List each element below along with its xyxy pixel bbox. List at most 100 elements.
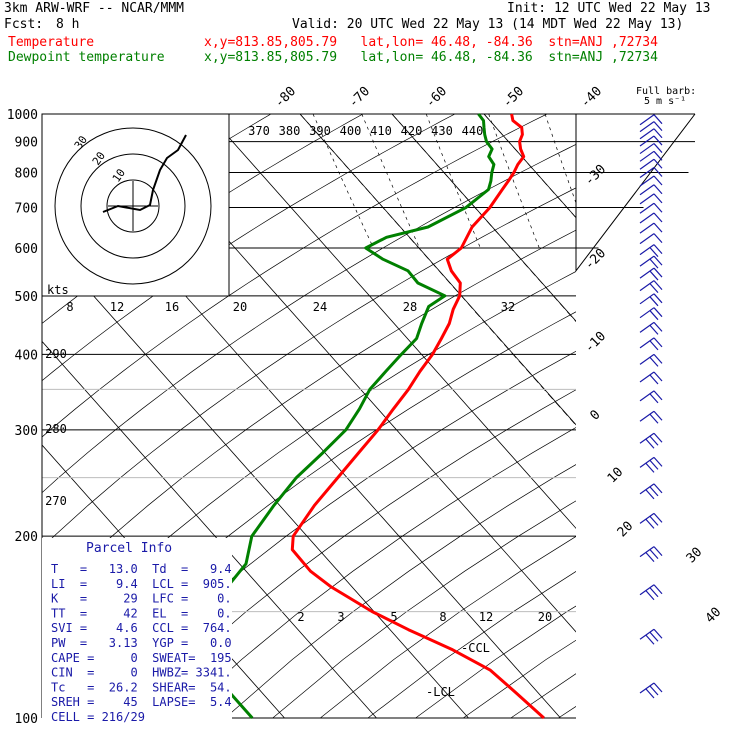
ccl-label: -CCL <box>461 641 490 655</box>
isotherm-tick-label: -50 <box>500 84 527 111</box>
wind-barb <box>639 267 663 281</box>
dry-adiabat <box>42 229 576 603</box>
isotherm-line <box>42 237 469 719</box>
hodograph-ring-label: 20 <box>90 149 108 167</box>
wind-barb <box>639 390 663 404</box>
wind-barb <box>639 143 663 155</box>
isotherm-tick-label: 10 <box>605 465 627 487</box>
isotherm-tick-label: -10 <box>582 329 609 356</box>
dry-adiabat <box>510 673 576 719</box>
mixing-ratio-label: 5 <box>390 610 397 624</box>
wind-barb <box>639 321 663 335</box>
wind-barb <box>639 184 663 196</box>
dry-adiabat <box>272 500 576 719</box>
isotherm-tick-label: -70 <box>346 84 373 111</box>
theta-label: 370 <box>248 124 270 138</box>
dry-adiabat <box>177 427 576 719</box>
dry-adiabat <box>320 536 576 719</box>
wind-barb <box>639 158 663 170</box>
wind-barb <box>639 546 663 563</box>
wind-barb <box>639 175 663 187</box>
profile-lines <box>206 113 545 720</box>
dry-adiabat <box>42 271 576 657</box>
hodograph-ring <box>54 127 212 285</box>
dry-adiabat <box>224 464 576 719</box>
theta-label: 270 <box>45 494 67 508</box>
temperature-legend: Temperature <box>8 35 95 50</box>
wind-barb <box>639 410 663 424</box>
lcl-label: -LCL <box>426 685 455 699</box>
isotherm-tick-label: 40 <box>703 605 725 627</box>
isotherm-line <box>299 114 576 426</box>
wind-barb <box>639 255 663 269</box>
speed-tick-label: 12 <box>110 300 124 314</box>
isotherm-tick-label: 30 <box>684 545 706 567</box>
dry-adiabat <box>81 350 576 719</box>
model-title: 3km ARW-WRF -- NCAR/MMM <box>4 1 185 16</box>
parcel-info-row: PW = 3.13 YGP = 0.0 <box>51 636 232 650</box>
parcel-info-row: LI = 9.4 LCL = 905. <box>51 577 232 591</box>
wind-barb <box>639 135 663 147</box>
mixing-ratio-line <box>425 114 481 249</box>
mixing-ratio-label: 2 <box>297 610 304 624</box>
dewpoint-legend: Dewpoint temperature <box>8 50 165 65</box>
parcel-info-title: Parcel Info <box>86 541 172 556</box>
mixing-ratio-label: 3 <box>337 610 344 624</box>
wind-barb <box>639 202 663 214</box>
parcel-info-box: Parcel Info T = 13.0 Td = 9.4LI = 9.4 LCL… <box>42 538 232 730</box>
speed-tick-label: 28 <box>403 300 417 314</box>
mixing-ratio-label: 8 <box>439 610 446 624</box>
dry-adiabat <box>42 143 576 494</box>
isotherm-tick-label: -60 <box>423 84 450 111</box>
wind-barb <box>639 167 663 178</box>
speed-tick-label: 8 <box>66 300 73 314</box>
speed-tick-label: 20 <box>233 300 247 314</box>
isotherm-line <box>483 114 576 219</box>
wind-barb <box>639 280 663 294</box>
dry-adiabat <box>42 311 576 711</box>
right-axis <box>575 113 696 273</box>
temperature-location: x,y=813.85,805.79 lat,lon= 46.48, -84.36… <box>204 35 658 50</box>
init-time: Init: 12 UTC Wed 22 May 13 <box>507 1 711 16</box>
dry-adiabat <box>415 605 576 719</box>
mixing-ratio-line <box>488 114 540 249</box>
isotherm-line <box>207 114 576 529</box>
theta-label: 420 <box>401 124 423 138</box>
dry-adiabat <box>42 187 576 549</box>
wind-barb <box>639 682 663 699</box>
wind-barb <box>639 233 663 245</box>
isotherm-line <box>668 114 740 718</box>
pressure-tick-label: 800 <box>15 167 38 182</box>
wind-barb <box>639 150 663 162</box>
wind-barb <box>639 114 663 126</box>
wind-barb <box>639 244 663 258</box>
pressure-tick-label: 200 <box>15 530 38 545</box>
moist-adiabat <box>668 114 740 536</box>
parcel-info-row: TT = 42 EL = 0. <box>51 606 232 620</box>
wind-barb <box>639 222 663 234</box>
isotherm-line <box>42 340 377 719</box>
wind-barb <box>639 337 663 351</box>
wind-barb <box>639 212 663 224</box>
moist-adiabat <box>391 114 576 323</box>
barb-legend-title: Full barb: <box>636 86 696 97</box>
speed-tick-label: 32 <box>501 300 515 314</box>
pressure-tick-label: 1000 <box>7 108 38 123</box>
wind-barb <box>639 483 663 500</box>
wind-barb <box>639 193 663 205</box>
parcel-info-row: SREH = 45 LAPSE= 5.4 <box>51 695 232 709</box>
isotherm-tick-label: 20 <box>615 519 637 541</box>
pressure-tick-label: 400 <box>15 348 38 363</box>
parcel-info-row: T = 13.0 Td = 9.4 <box>51 562 232 576</box>
theta-label: 290 <box>45 347 67 361</box>
isotherm-tick-label: -30 <box>582 162 609 189</box>
temperature-line <box>290 113 545 720</box>
dewpoint-location: x,y=813.85,805.79 lat,lon= 46.48, -84.36… <box>204 50 658 65</box>
theta-label: 390 <box>309 124 331 138</box>
moist-adiabat <box>483 114 576 219</box>
wind-barb <box>639 628 663 645</box>
theta-label: 410 <box>370 124 392 138</box>
parcel-info-row: CAPE = 0 SWEAT= 195 <box>51 651 232 665</box>
wind-barb <box>639 121 663 133</box>
wind-barb <box>639 128 663 140</box>
